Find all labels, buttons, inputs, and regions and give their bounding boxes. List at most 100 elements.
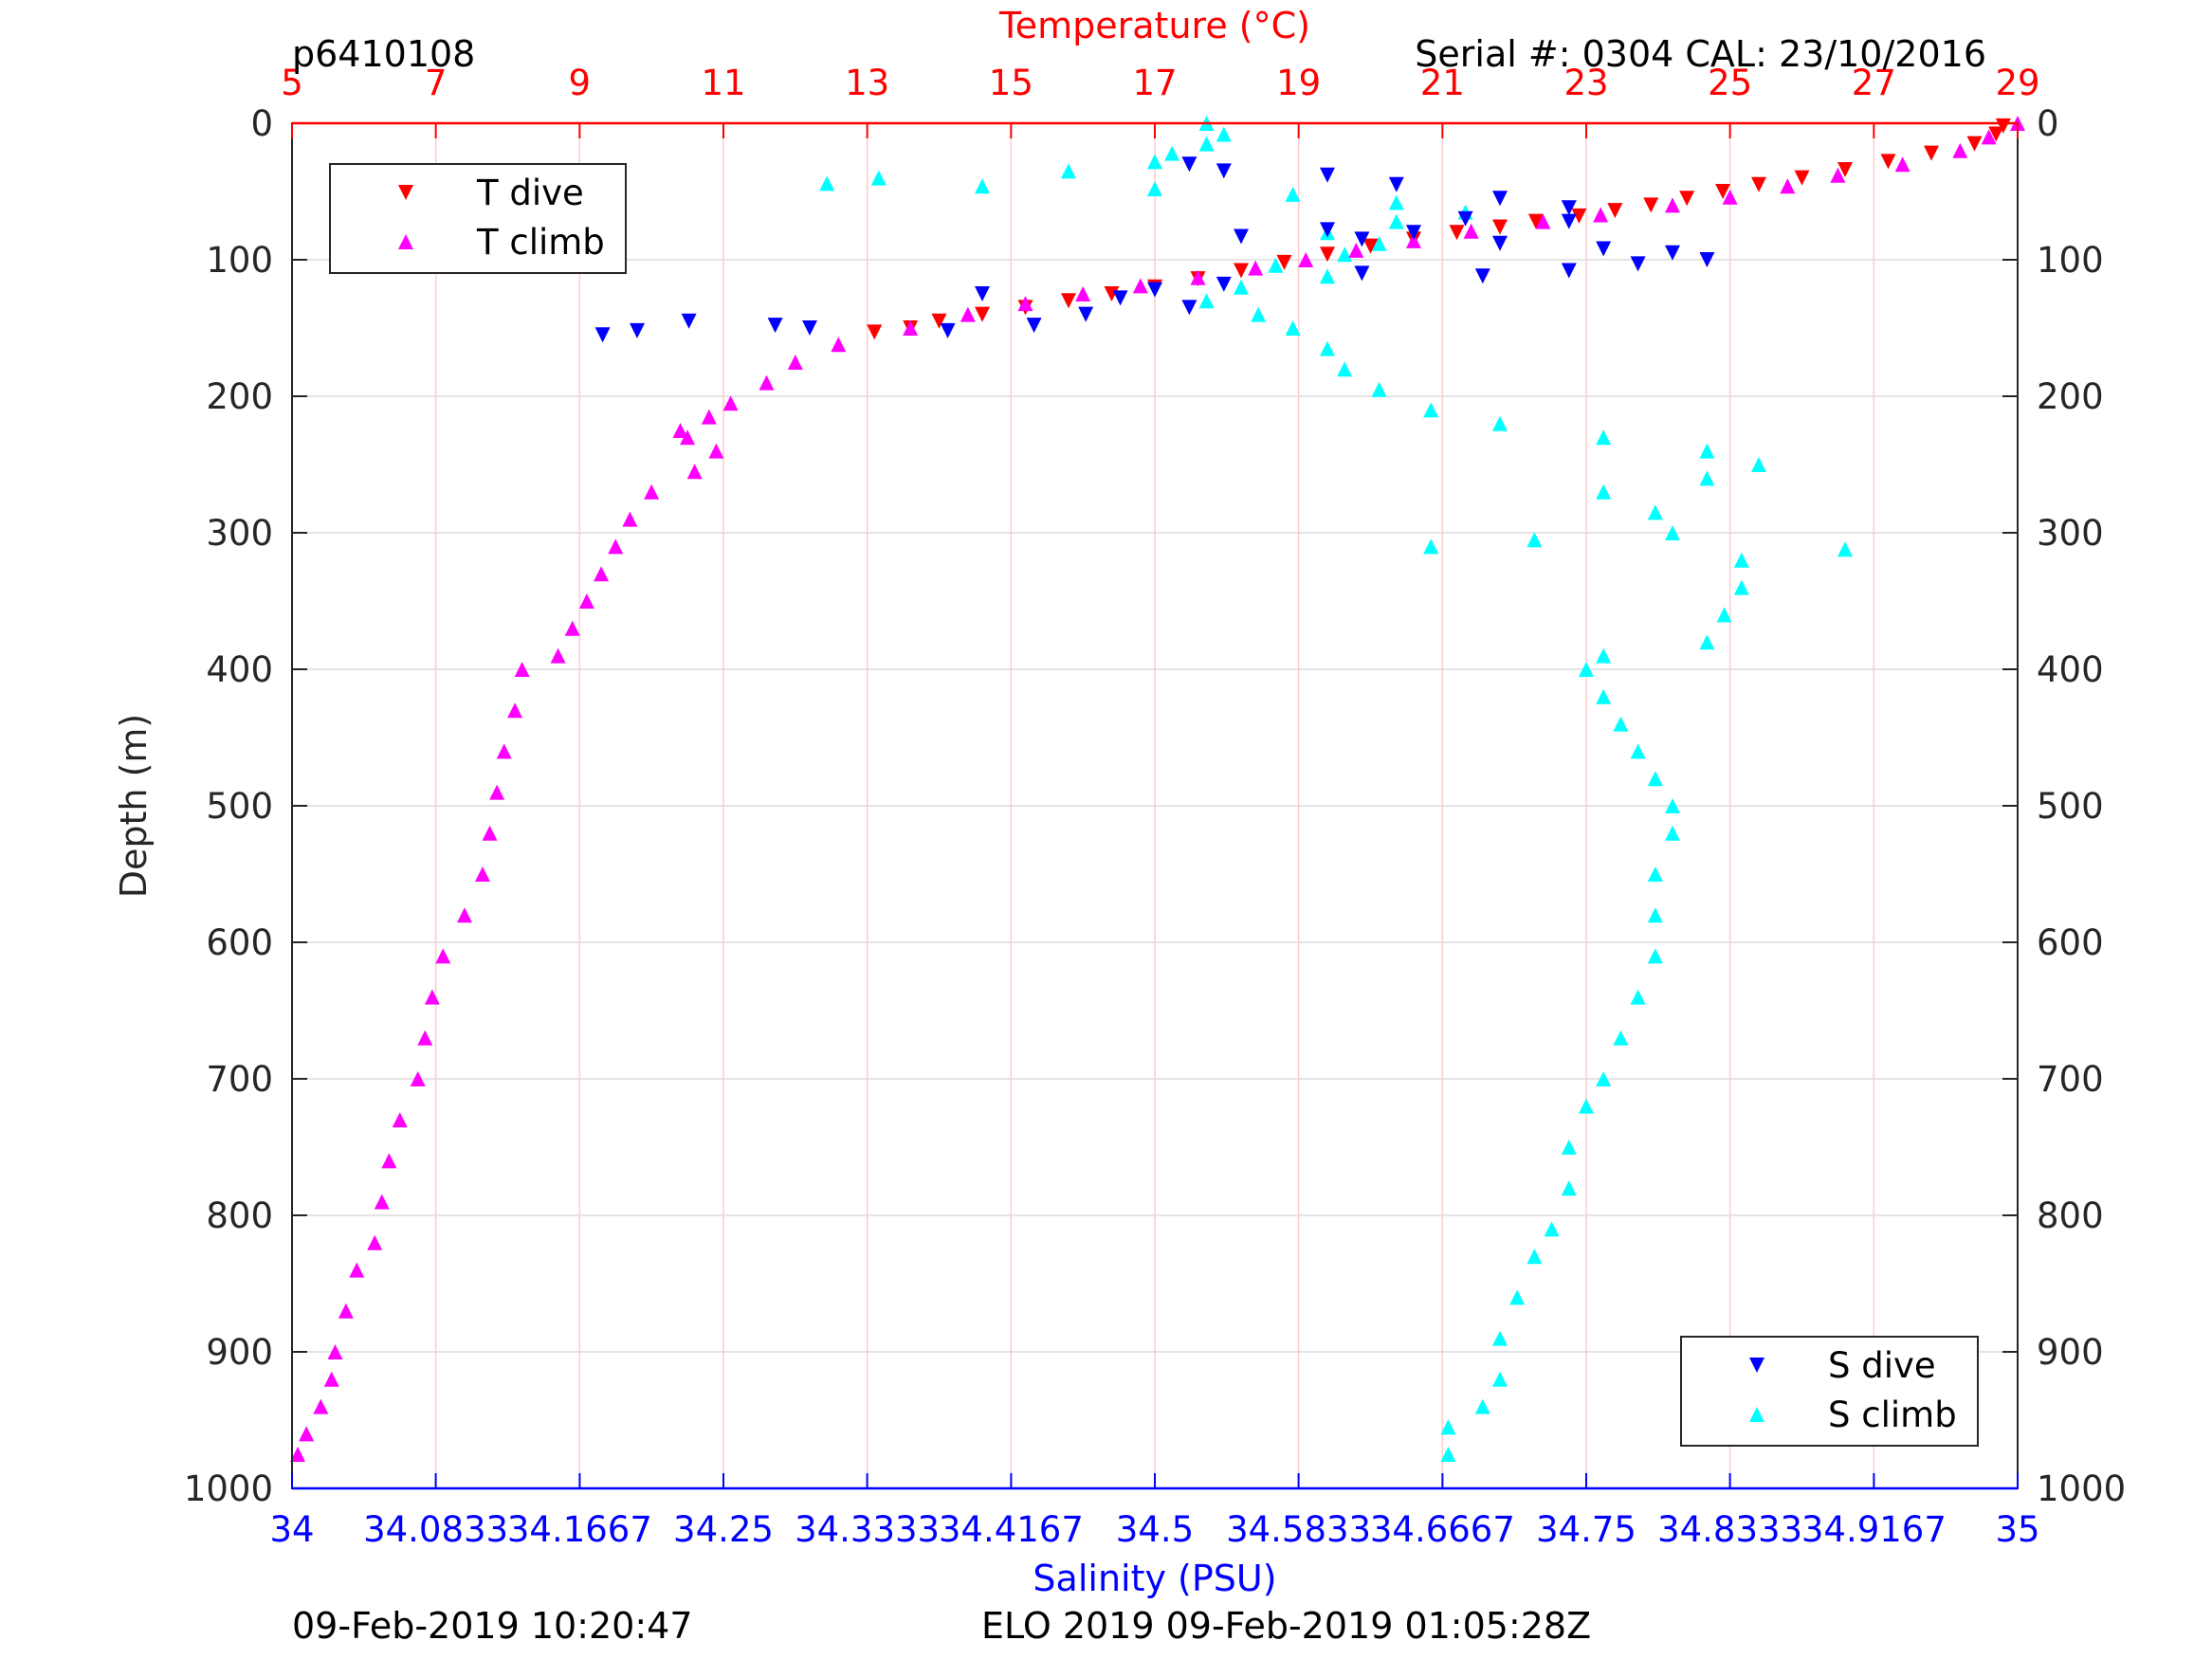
s-dive-point: [1147, 282, 1162, 298]
t-dive-point: [1715, 184, 1731, 199]
s-climb-point: [1837, 541, 1853, 557]
s-climb-point: [1647, 866, 1663, 882]
s-climb-point: [1699, 443, 1715, 459]
s-climb-point: [870, 170, 887, 186]
t-climb-point: [1075, 286, 1091, 301]
t-climb-point: [1017, 296, 1033, 312]
depth-tick-label-left: 800: [206, 1195, 273, 1236]
salinity-tick-label: 34.3333: [795, 1509, 940, 1550]
t-dive-point: [1643, 197, 1659, 213]
t-climb-point: [424, 989, 440, 1005]
t-dive-point: [1104, 286, 1120, 301]
t-climb-point: [482, 825, 498, 841]
s-dive-point: [1699, 252, 1715, 267]
s-dive-point: [1320, 222, 1335, 238]
t-dive-point: [1527, 213, 1544, 229]
depth-axis-label: Depth (m): [113, 714, 155, 899]
s-climb-point: [1234, 279, 1249, 295]
s-climb-point: [1492, 415, 1508, 431]
depth-tick-label-left: 1000: [184, 1468, 273, 1509]
salinity-tick-label: 34.0833: [363, 1509, 508, 1550]
salinity-tick-label: 34.8333: [1657, 1509, 1802, 1550]
s-dive-point: [1112, 290, 1128, 306]
t-climb-point: [299, 1426, 315, 1442]
axis-ticks: 0 0 100 100 200 200 300 300 400 400 500 500 600 600 70…: [184, 63, 2126, 1550]
t-climb-point: [1593, 207, 1609, 223]
t-climb-point: [722, 395, 739, 411]
t-dive-point: [1751, 176, 1766, 192]
s-dive-point: [1492, 235, 1508, 251]
s-dive-point: [802, 320, 817, 336]
depth-tick-label-right: 500: [2037, 786, 2104, 827]
t-dive-point: [1276, 254, 1292, 270]
t-climb-point: [1780, 178, 1796, 194]
t-climb-point: [608, 538, 624, 555]
t-climb-point: [367, 1234, 383, 1250]
legend-temperature: T dive T climb: [329, 163, 627, 274]
s-climb-point: [1198, 136, 1215, 152]
s-climb-point: [1665, 798, 1680, 813]
temperature-tick-label: 13: [845, 63, 889, 103]
t-climb-point: [680, 429, 696, 446]
s-dive-point: [1474, 268, 1490, 284]
temperature-tick-label: 5: [281, 63, 303, 103]
s-climb-point: [1647, 771, 1663, 787]
t-climb-point: [701, 409, 717, 425]
legend-salinity-box: [1680, 1336, 1979, 1447]
t-dive-point: [1679, 191, 1695, 207]
legend-label-t-dive: T dive: [476, 173, 584, 213]
depth-tick-label-right: 600: [2037, 922, 2104, 963]
s-climb-point: [1268, 257, 1284, 273]
s-dive-point: [1320, 167, 1335, 183]
t-climb-point: [550, 647, 566, 664]
s-climb-point: [1440, 1419, 1456, 1435]
t-climb-point: [392, 1112, 408, 1128]
t-climb-point: [787, 355, 803, 370]
salinity-tick-label: 34.1667: [507, 1509, 652, 1550]
s-climb-point: [1596, 688, 1612, 704]
depth-tick-label-right: 1000: [2037, 1468, 2126, 1509]
s-climb-point: [1751, 457, 1766, 472]
s-dive-point: [1354, 231, 1370, 247]
s-dive-point: [1181, 156, 1197, 173]
t-climb-point: [1535, 213, 1551, 229]
t-dive-point: [1966, 136, 1983, 152]
temperature-tick-label: 27: [1852, 63, 1896, 103]
depth-tick-label-left: 300: [206, 513, 273, 554]
legend-marker-s-climb: [1749, 1407, 1764, 1422]
t-dive-point: [1607, 203, 1623, 219]
t-dive-point: [1837, 161, 1853, 177]
s-climb-point: [1474, 1398, 1490, 1414]
s-climb-point: [1147, 154, 1162, 170]
s-climb-point: [1630, 743, 1646, 759]
s-climb-point: [1596, 429, 1612, 446]
s-climb-point: [1647, 907, 1663, 923]
s-climb-point: [1251, 306, 1267, 322]
t-climb-point: [759, 374, 775, 391]
s-dive-point: [1234, 228, 1249, 245]
s-climb-point: [1216, 126, 1232, 142]
t-climb-point: [1952, 142, 1968, 158]
t-dive-point: [1061, 293, 1076, 309]
legend-marker-t-climb: [398, 234, 413, 249]
depth-tick-label-left: 700: [206, 1059, 273, 1100]
s-climb-point: [1733, 552, 1749, 568]
t-climb-point: [686, 464, 703, 480]
t-climb-point: [1894, 156, 1910, 173]
temperature-tick-label: 15: [989, 63, 1033, 103]
depth-tick-label-left: 100: [206, 240, 273, 281]
s-dive-point: [1596, 241, 1612, 257]
s-dive-point: [1406, 225, 1421, 241]
s-dive-point: [1561, 200, 1577, 216]
legend-temperature-box: [329, 163, 627, 274]
t-climb-point: [960, 306, 976, 322]
s-climb-point: [1423, 402, 1439, 418]
s-climb-point: [1613, 1030, 1629, 1046]
s-dive-point: [1026, 318, 1042, 334]
t-climb-point: [1298, 252, 1314, 267]
s-climb-point: [1509, 1289, 1526, 1305]
t-climb-point: [594, 566, 610, 582]
temperature-tick-label: 21: [1420, 63, 1465, 103]
s-dive-point: [940, 322, 956, 338]
data-series: [290, 116, 2025, 1462]
